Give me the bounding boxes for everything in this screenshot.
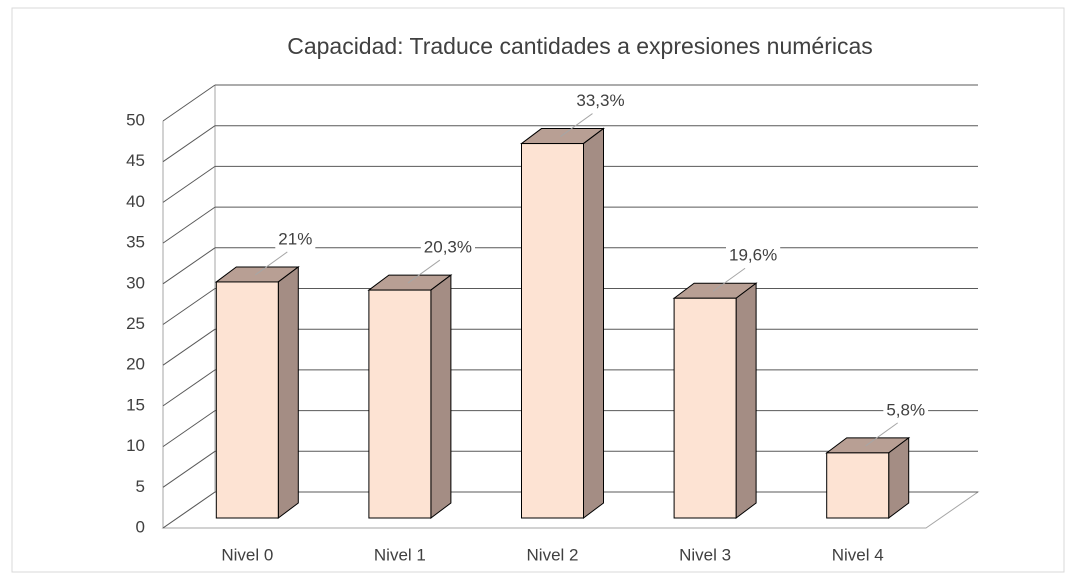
leader-line xyxy=(407,259,441,284)
y-tick-label: 35 xyxy=(126,233,145,252)
leader-line xyxy=(865,422,898,447)
bar xyxy=(673,297,737,519)
bar xyxy=(368,289,432,519)
bar-side xyxy=(583,127,604,519)
grid-line xyxy=(162,165,216,203)
y-tick-label: 5 xyxy=(136,477,145,496)
grid-line xyxy=(162,125,216,163)
leader-line xyxy=(560,113,593,137)
grid-line xyxy=(162,206,216,244)
bar-side xyxy=(430,274,452,519)
y-tick-label: 20 xyxy=(126,355,145,374)
grid-line xyxy=(162,450,216,488)
data-label-bg xyxy=(573,90,628,112)
x-tick-label: Nivel 0 xyxy=(221,545,273,564)
leader-line xyxy=(255,251,288,276)
data-label-bg xyxy=(420,236,476,258)
bar-side xyxy=(735,282,757,519)
grid-line xyxy=(162,84,216,122)
y-tick-label: 25 xyxy=(126,314,145,333)
grid-line xyxy=(162,410,216,448)
grid-line xyxy=(162,491,216,529)
grid-line xyxy=(162,247,216,285)
data-label: 5,8% xyxy=(886,400,925,419)
y-tick-label: 15 xyxy=(126,395,145,414)
data-label: 20,3% xyxy=(424,238,472,257)
y-tick-label: 45 xyxy=(126,151,145,170)
y-tick-label: 30 xyxy=(126,273,145,292)
x-tick-label: Nivel 2 xyxy=(527,545,579,564)
y-tick-label: 50 xyxy=(126,110,145,129)
bar xyxy=(521,143,584,519)
chart-title: Capacidad: Traduce cantidades a expresio… xyxy=(287,33,873,59)
data-label-bg xyxy=(275,228,316,250)
leader-line xyxy=(712,267,746,292)
bar-side xyxy=(277,265,299,519)
grid-line xyxy=(162,369,216,407)
data-label: 21% xyxy=(278,229,312,248)
y-tick-label: 40 xyxy=(126,192,145,211)
x-tick-label: Nivel 1 xyxy=(374,545,426,564)
y-tick-label: 10 xyxy=(126,436,145,455)
grid-line xyxy=(162,328,216,366)
x-tick-label: Nivel 4 xyxy=(832,545,884,564)
data-label-bg xyxy=(883,399,929,421)
bar xyxy=(215,281,279,519)
x-tick-label: Nivel 3 xyxy=(679,545,731,564)
grid-line xyxy=(162,288,216,325)
data-label-bg xyxy=(725,244,781,266)
data-label: 33,3% xyxy=(576,91,624,110)
bar xyxy=(826,452,890,519)
data-label: 19,6% xyxy=(729,246,777,265)
y-tick-label: 0 xyxy=(136,517,145,536)
